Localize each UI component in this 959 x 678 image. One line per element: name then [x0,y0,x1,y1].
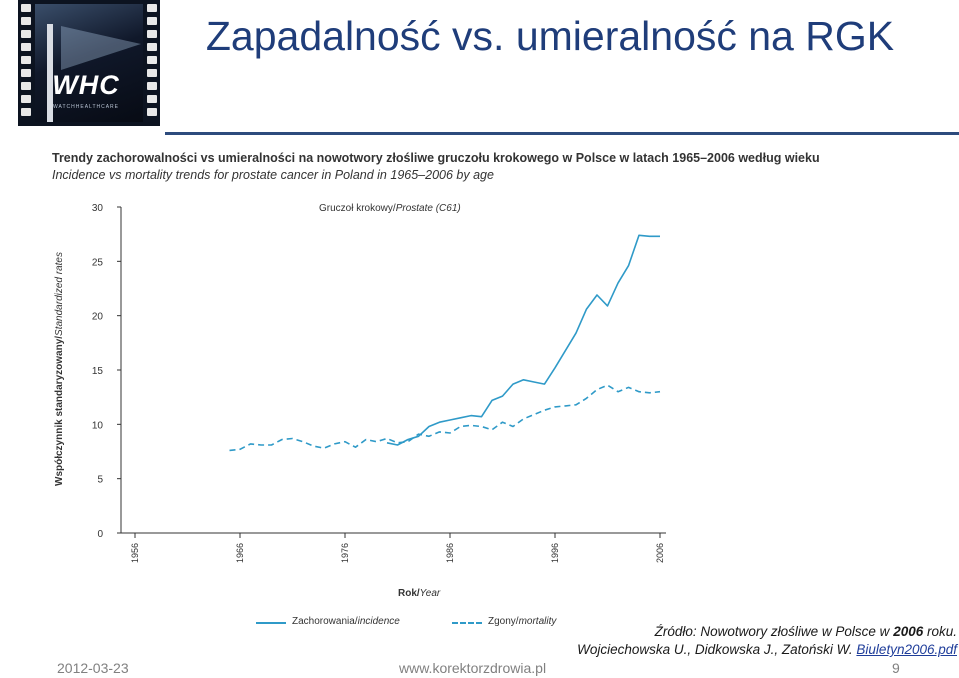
y-tick-label: 25 [92,257,104,268]
page-number: 9 [892,660,900,676]
incidence-series-line [386,234,660,446]
footer-website: www.korektorzdrowia.pl [399,660,547,676]
source-note: Źródło: Nowotwory złośliwe w Polsce w 20… [577,624,957,657]
logo-lighthouse-image [35,4,143,122]
legend-incidence-label: Zachorowania/incidence [292,616,400,627]
y-tick-label: 20 [92,312,104,323]
legend-incidence-swatch [256,622,286,624]
y-tick-label: 5 [97,475,103,486]
company-logo: WHC WATCHHEALTHCARE [18,0,160,126]
source-link[interactable]: Biuletyn2006.pdf [856,642,957,657]
slide-title: Zapadalność vs. umieralność na RGK [205,13,895,59]
y-tick-label: 15 [92,366,104,377]
chart-panel-label: Gruczoł krokowy/Prostate (C61) [319,203,461,214]
x-tick-label: 1986 [445,543,455,563]
y-tick-label: 10 [92,420,104,431]
y-tick-label: 0 [97,529,103,540]
chart-title: Trendy zachorowalności vs umieralności n… [52,151,820,165]
x-tick-label: 1966 [235,543,245,563]
legend-mortality-label: Zgony/mortality [488,616,557,627]
x-axis-label: Rok/Year [398,588,441,599]
x-tick-label: 2006 [655,543,665,563]
legend-mortality-swatch [452,622,482,624]
title-divider [165,132,959,135]
logo-subtitle: WATCHHEALTHCARE [52,104,120,110]
chart-subtitle: Incidence vs mortality trends for prosta… [52,168,494,182]
logo-mark: WHC [52,70,120,100]
x-tick-label: 1956 [130,543,140,563]
mortality-series-line [229,384,661,452]
x-tick-label: 1976 [340,543,350,563]
footer-date: 2012-03-23 [57,660,129,676]
film-perforations-right [147,4,157,121]
x-tick-label: 1996 [550,543,560,563]
film-perforations-left [21,4,31,121]
y-tick-label: 30 [92,203,104,214]
